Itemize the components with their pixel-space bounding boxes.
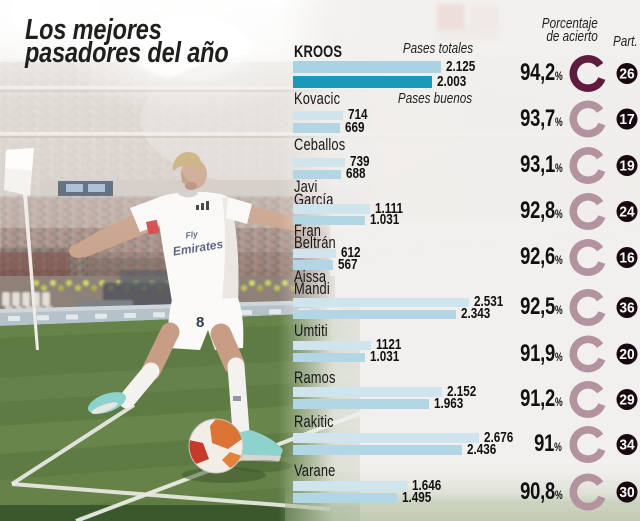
svg-text:17: 17 <box>619 111 634 128</box>
svg-text:30: 30 <box>619 484 634 501</box>
svg-text:29: 29 <box>619 392 634 409</box>
svg-text:8: 8 <box>196 314 204 331</box>
svg-text:26: 26 <box>619 66 634 83</box>
svg-text:36: 36 <box>619 300 634 317</box>
svg-text:19: 19 <box>619 158 634 175</box>
svg-text:24: 24 <box>619 204 634 221</box>
svg-text:16: 16 <box>619 250 634 267</box>
svg-text:34: 34 <box>619 437 634 454</box>
svg-text:20: 20 <box>619 346 634 363</box>
